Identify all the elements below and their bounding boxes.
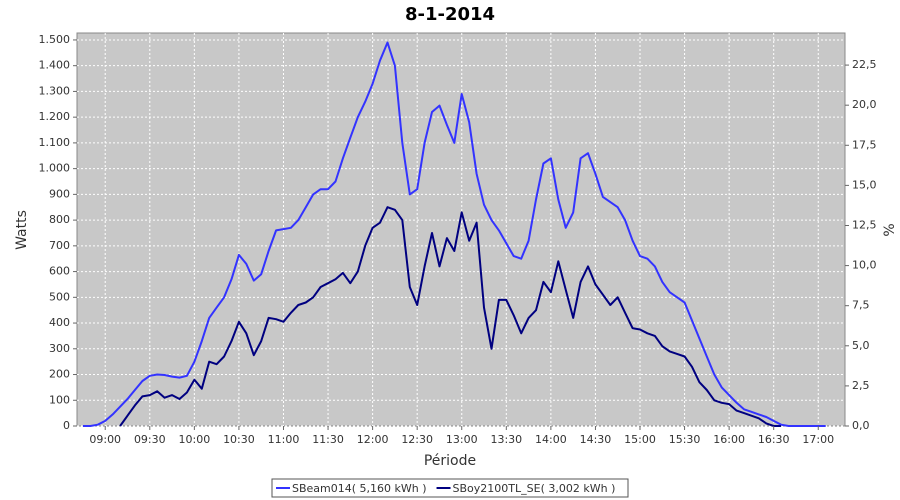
- y-tick-label: 0: [63, 419, 70, 432]
- y-tick-label: 900: [49, 187, 70, 200]
- y-tick-label: 200: [49, 368, 70, 381]
- y2-tick-label: 15,0: [852, 178, 877, 191]
- y2-tick-label: 7,5: [852, 299, 870, 312]
- y-tick-label: 1.100: [39, 136, 71, 149]
- x-tick-label: 13:00: [446, 433, 478, 446]
- x-tick-label: 12:30: [401, 433, 433, 446]
- y-tick-label: 100: [49, 393, 70, 406]
- y-tick-label: 1.500: [39, 33, 71, 46]
- y-tick-label: 800: [49, 213, 70, 226]
- x-tick-label: 13:30: [490, 433, 522, 446]
- y2-tick-label: 5,0: [852, 339, 870, 352]
- y2-tick-label: 12,5: [852, 218, 877, 231]
- x-tick-label: 16:00: [713, 433, 745, 446]
- series-line: [119, 206, 782, 427]
- x-tick-label: 15:30: [669, 433, 701, 446]
- y2-tick-label: 22,5: [852, 58, 877, 71]
- y-tick-label: 300: [49, 342, 70, 355]
- x-tick-label: 17:00: [802, 433, 834, 446]
- y2-tick-label: 10,0: [852, 259, 877, 272]
- x-tick-label: 16:30: [758, 433, 790, 446]
- y-tick-label: 1.000: [39, 162, 71, 175]
- x-tick-label: 11:00: [268, 433, 300, 446]
- y-tick-label: 1.300: [39, 84, 71, 97]
- x-tick-label: 12:00: [357, 433, 389, 446]
- legend-label: SBeam014( 5,160 kWh ): [292, 482, 427, 495]
- grid: [77, 33, 845, 427]
- x-tick-label: 14:00: [535, 433, 567, 446]
- x-tick-label: 10:00: [179, 433, 211, 446]
- y-tick-label: 400: [49, 316, 70, 329]
- x-tick-label: 14:30: [580, 433, 612, 446]
- y-tick-label: 700: [49, 239, 70, 252]
- y-tick-label: 1.400: [39, 59, 71, 72]
- x-axis-label: Période: [424, 453, 476, 469]
- y2-tick-label: 17,5: [852, 138, 877, 151]
- y-axis-label: Watts: [14, 210, 30, 250]
- y-tick-label: 600: [49, 265, 70, 278]
- y2-tick-label: 0,0: [852, 419, 870, 432]
- chart-title: 8-1-2014: [405, 4, 495, 25]
- series-line: [82, 41, 826, 427]
- lines: [82, 41, 826, 427]
- legend-label: SBoy2100TL_SE( 3,002 kWh ): [453, 482, 616, 495]
- x-tick-label: 15:00: [624, 433, 656, 446]
- y-tick-label: 1.200: [39, 110, 71, 123]
- y-tick-label: 500: [49, 290, 70, 303]
- y2-axis-label: %: [882, 223, 898, 236]
- y2-tick-label: 2,5: [852, 379, 870, 392]
- x-tick-label: 10:30: [223, 433, 255, 446]
- y2-tick-label: 20,0: [852, 98, 877, 111]
- x-tick-label: 09:00: [89, 433, 121, 446]
- x-tick-label: 09:30: [134, 433, 166, 446]
- legend: SBeam014( 5,160 kWh ) SBoy2100TL_SE( 3,00…: [271, 478, 629, 498]
- x-tick-label: 11:30: [312, 433, 344, 446]
